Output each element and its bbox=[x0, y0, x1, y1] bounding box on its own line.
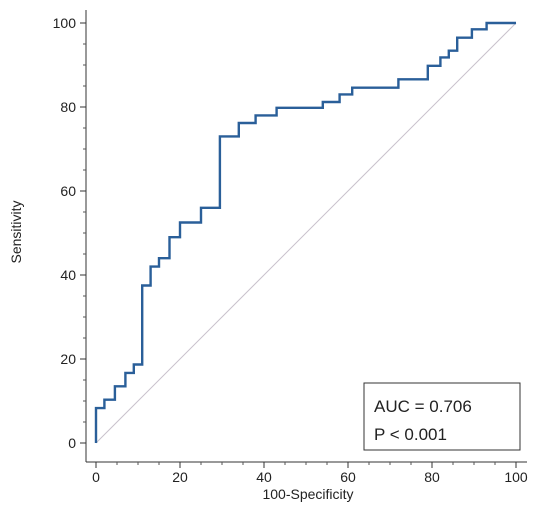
annotation-layer: AUC = 0.706 P < 0.001 bbox=[363, 382, 521, 451]
x-axis-title: 100-Specificity bbox=[262, 486, 353, 502]
y-axis-title: Sensitivity bbox=[8, 200, 24, 263]
annotation-p-value-text: P < 0.001 bbox=[374, 425, 447, 444]
x-tick-label: 80 bbox=[424, 469, 440, 485]
x-tick-label: 0 bbox=[92, 469, 100, 485]
axes-layer: 0 20 40 60 80 100 0 20 40 60 80 100 bbox=[53, 10, 528, 485]
x-tick-label: 100 bbox=[504, 469, 528, 485]
x-tick-label: 60 bbox=[340, 469, 356, 485]
y-tick-label: 40 bbox=[60, 267, 76, 283]
y-tick-label: 80 bbox=[60, 99, 76, 115]
y-tick-label: 60 bbox=[60, 183, 76, 199]
series-layer bbox=[94, 21, 517, 444]
x-tick-label: 40 bbox=[256, 469, 272, 485]
annotation-box bbox=[363, 382, 521, 451]
y-tick-label: 20 bbox=[60, 351, 76, 367]
x-tick-label: 20 bbox=[172, 469, 188, 485]
annotation-auc-text: AUC = 0.706 bbox=[374, 397, 472, 416]
reference-diagonal-line bbox=[95, 22, 517, 444]
roc-curve-line bbox=[94, 21, 516, 443]
y-tick-label: 100 bbox=[53, 15, 77, 31]
y-tick-label: 0 bbox=[68, 435, 76, 451]
